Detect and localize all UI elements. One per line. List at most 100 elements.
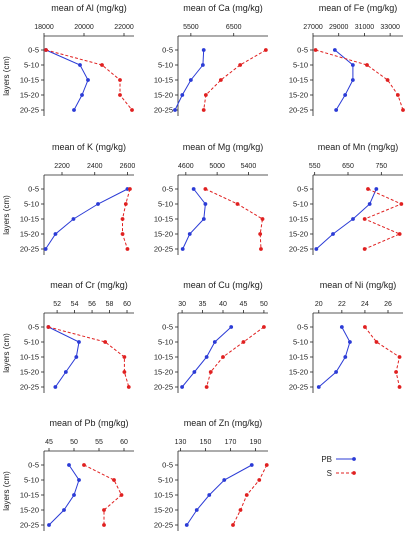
data-point-s <box>46 325 51 329</box>
data-point-s <box>394 370 398 374</box>
y-tick-label: 15-20 <box>20 368 39 377</box>
data-point-pb <box>201 217 206 221</box>
series-line-s <box>203 49 267 111</box>
x-tick-label: 50 <box>260 301 268 308</box>
y-tick-label: 10-15 <box>154 76 173 85</box>
data-point-pb <box>72 108 76 112</box>
y-axis-label: layers (cm) <box>2 56 11 96</box>
data-point-s <box>395 93 400 97</box>
chart-title: mean of Zn (mg/kg) <box>184 418 263 428</box>
data-point-s <box>125 247 130 251</box>
x-tick-label: 170 <box>225 439 237 446</box>
data-point-s <box>126 385 131 389</box>
x-tick-label: 2400 <box>87 163 103 170</box>
x-tick-label: 58 <box>106 301 114 308</box>
series-line-s <box>364 326 401 388</box>
y-tick-label: 5-10 <box>293 338 308 347</box>
x-tick-label: 150 <box>200 439 212 446</box>
data-point-s <box>120 232 125 236</box>
data-point-pb <box>63 370 68 374</box>
x-tick-label: 5000 <box>209 163 225 170</box>
y-tick-label: 20-25 <box>154 106 173 115</box>
data-point-pb <box>80 93 84 97</box>
data-point-s <box>100 63 104 67</box>
data-point-s <box>123 202 128 206</box>
y-tick-label: 0-5 <box>297 46 308 55</box>
y-tick-label: 10-15 <box>289 353 308 362</box>
data-point-s <box>263 48 268 52</box>
y-tick-label: 10-15 <box>20 491 39 500</box>
x-tick-label: 45 <box>240 301 248 308</box>
x-tick-label: 22 <box>338 301 346 308</box>
y-tick-label: 20-25 <box>20 106 39 115</box>
y-tick-label: 0-5 <box>28 461 39 470</box>
x-tick-label: 24 <box>361 301 369 308</box>
x-tick-label: 130 <box>175 439 187 446</box>
x-tick-label: 2200 <box>54 163 70 170</box>
chart-panel-mean-of-mn-mg-kg: mean of Mn (mg/kg) 550 650 750 0-5 5-10 10-15 1… <box>289 142 404 255</box>
data-point-s <box>399 202 404 206</box>
y-tick-label: 0-5 <box>162 323 173 332</box>
data-point-s <box>366 187 370 191</box>
x-tick-label: 5500 <box>183 24 199 31</box>
y-tick-label: 10-15 <box>289 76 308 85</box>
data-point-pb <box>334 108 339 112</box>
data-point-s <box>120 217 125 221</box>
data-point-pb <box>86 78 90 82</box>
x-tick-label: 550 <box>309 163 321 170</box>
data-point-s <box>122 370 127 374</box>
y-tick-label: 10-15 <box>154 215 173 224</box>
data-point-s <box>363 325 367 329</box>
data-point-pb <box>343 93 348 97</box>
data-point-s <box>112 478 116 482</box>
data-point-s <box>258 232 263 236</box>
y-tick-label: 5-10 <box>24 200 39 209</box>
chart-title: mean of K (mg/kg) <box>52 142 126 152</box>
data-point-pb <box>204 355 209 359</box>
chart-panel-mean-of-zn-mg-kg: mean of Zn (mg/kg) 130 150 170 190 0-5 5-10 10-… <box>154 418 269 531</box>
data-point-pb <box>192 370 197 374</box>
data-point-pb <box>351 217 355 221</box>
y-axis-label: layers (cm) <box>2 195 11 235</box>
data-point-pb <box>72 493 76 497</box>
y-tick-label: 20-25 <box>154 245 173 254</box>
data-point-pb <box>180 93 185 97</box>
x-tick-label: 33000 <box>380 24 400 31</box>
data-point-s <box>204 385 209 389</box>
data-point-pb <box>348 340 352 344</box>
data-point-pb <box>187 232 192 236</box>
y-tick-label: 5-10 <box>158 338 173 347</box>
data-point-pb <box>316 385 321 389</box>
y-tick-label: 10-15 <box>20 76 39 85</box>
x-tick-label: 45 <box>45 439 53 446</box>
data-point-pb <box>332 48 337 52</box>
data-point-s <box>203 187 208 191</box>
data-point-s <box>201 108 206 112</box>
x-tick-label: 5400 <box>241 163 257 170</box>
chart-panel-mean-of-mg-mg-kg: mean of Mg (mg/kg) 4600 5000 5400 0-5 5-10 10-… <box>154 142 268 255</box>
y-tick-label: 0-5 <box>162 46 173 55</box>
y-tick-label: 15-20 <box>154 368 173 377</box>
data-point-s <box>365 63 369 67</box>
data-point-s <box>231 523 235 527</box>
x-tick-label: 30 <box>178 301 186 308</box>
x-tick-label: 18000 <box>34 24 54 31</box>
data-point-pb <box>188 78 193 82</box>
x-tick-label: 52 <box>53 301 61 308</box>
y-axis-label: layers (cm) <box>2 471 11 511</box>
data-point-s <box>128 187 132 191</box>
x-tick-label: 22000 <box>114 24 134 31</box>
data-point-pb <box>229 325 234 329</box>
series-line-s <box>363 188 403 250</box>
chart-panel-mean-of-al-mg-kg: mean of Al (mg/kg) 18000 20000 22000 0-5 5-10… <box>2 3 134 116</box>
x-tick-label: 40 <box>219 301 227 308</box>
x-tick-label: 31000 <box>355 24 375 31</box>
data-point-s <box>221 355 225 359</box>
data-point-s <box>102 523 106 527</box>
data-point-pb <box>96 202 100 206</box>
series-line-s <box>232 464 268 526</box>
y-tick-label: 15-20 <box>154 230 173 239</box>
y-tick-label: 0-5 <box>28 46 39 55</box>
y-tick-label: 10-15 <box>154 491 173 500</box>
data-point-pb <box>249 463 254 467</box>
